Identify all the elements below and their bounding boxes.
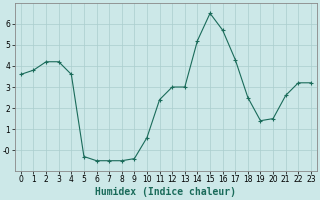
X-axis label: Humidex (Indice chaleur): Humidex (Indice chaleur) bbox=[95, 187, 236, 197]
